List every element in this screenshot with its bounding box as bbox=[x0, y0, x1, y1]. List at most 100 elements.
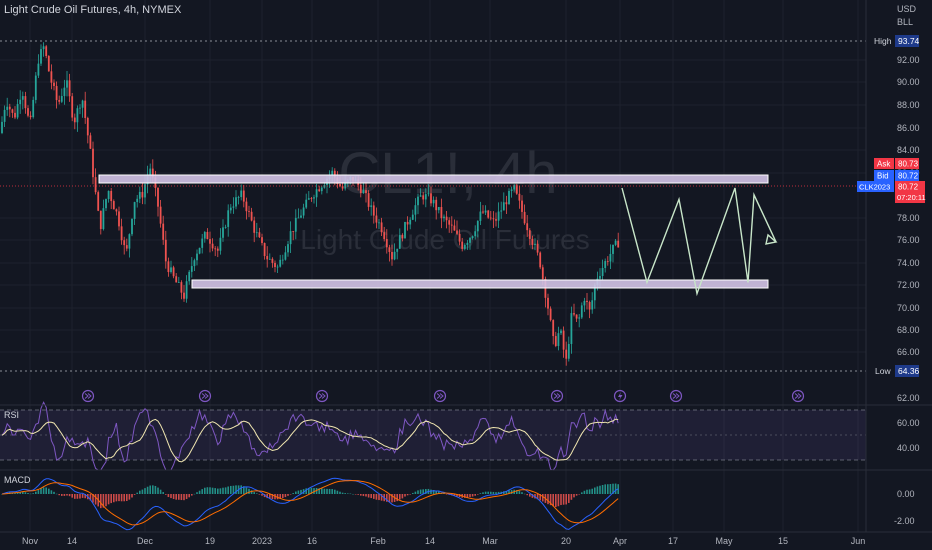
candle-body bbox=[211, 243, 214, 249]
candle-body bbox=[547, 297, 549, 309]
candle-body bbox=[92, 148, 94, 178]
macd-histogram-bar bbox=[568, 494, 570, 503]
fast-forward-circle-icon[interactable] bbox=[791, 389, 805, 403]
macd-histogram-bar bbox=[375, 494, 378, 500]
candle-body bbox=[196, 253, 198, 261]
macd-axis[interactable]: 0.00 -2.00 bbox=[894, 489, 915, 526]
macd-histogram-bar bbox=[432, 490, 435, 494]
fast-forward-glyph bbox=[672, 393, 680, 399]
macd-histogram-bar bbox=[438, 491, 440, 494]
macd-histogram-bar bbox=[477, 494, 479, 495]
candle-body bbox=[554, 336, 557, 346]
macd-histogram-bar bbox=[276, 494, 279, 500]
time-axis[interactable]: Nov 14 Dec 19 2023 16 Feb 14 Mar 20 Apr 17 May 15 Jun bbox=[22, 536, 865, 546]
candle-body bbox=[471, 236, 474, 239]
resistance-zone[interactable] bbox=[98, 174, 769, 184]
candle-body bbox=[302, 207, 305, 216]
macd-histogram-bar bbox=[191, 494, 193, 496]
time-tick-label: 20 bbox=[561, 536, 571, 546]
macd-histogram-bar bbox=[193, 493, 196, 495]
projection-path[interactable] bbox=[621, 187, 777, 297]
fast-forward-circle-icon[interactable] bbox=[81, 389, 95, 403]
candle-body bbox=[502, 202, 505, 211]
macd-histogram-bar bbox=[315, 487, 318, 494]
candle-body bbox=[198, 247, 201, 254]
candle-body bbox=[133, 202, 136, 219]
macd-histogram-bar bbox=[352, 493, 354, 495]
candle-body bbox=[388, 247, 391, 252]
candle-body bbox=[450, 224, 453, 226]
macd-histogram-bar bbox=[40, 488, 42, 494]
candle-body bbox=[536, 243, 539, 253]
macd-histogram-bar bbox=[149, 485, 151, 494]
macd-histogram-bar bbox=[323, 488, 326, 494]
fast-forward-circle-icon[interactable] bbox=[315, 389, 329, 403]
lightning-circle-icon[interactable] bbox=[613, 389, 627, 403]
macd-histogram-bar bbox=[318, 488, 320, 494]
macd-histogram-bar bbox=[185, 494, 188, 499]
candle-body bbox=[474, 231, 477, 237]
candle-body bbox=[34, 75, 37, 100]
candle-body bbox=[372, 205, 375, 216]
macd-histogram-bar bbox=[92, 494, 94, 503]
candle-body bbox=[466, 242, 469, 245]
low-badge-value: 64.36 bbox=[898, 366, 920, 376]
macd-histogram-bar bbox=[102, 494, 105, 508]
candle-body bbox=[151, 168, 154, 178]
macd-histogram-bar bbox=[607, 484, 609, 494]
time-tick-label: Dec bbox=[137, 536, 154, 546]
macd-histogram-bar bbox=[409, 494, 411, 495]
fast-forward-circle-icon[interactable] bbox=[198, 389, 212, 403]
macd-histogram-bar bbox=[308, 487, 310, 494]
macd-histogram-bar bbox=[178, 494, 180, 500]
candle-body bbox=[237, 197, 240, 198]
support-zone[interactable] bbox=[191, 279, 769, 289]
candle-body bbox=[42, 46, 45, 50]
macd-histogram-bar bbox=[269, 494, 271, 499]
macd-histogram-bar bbox=[365, 494, 367, 497]
price-tick-label: 78.00 bbox=[897, 213, 920, 223]
candle-body bbox=[16, 104, 19, 118]
candle-body bbox=[315, 189, 318, 198]
event-markers[interactable] bbox=[81, 389, 805, 403]
price-tick-label: 88.00 bbox=[897, 100, 920, 110]
macd-histogram-bar bbox=[162, 492, 164, 494]
candle-body bbox=[391, 251, 393, 260]
macd-line bbox=[1, 477, 619, 531]
low-badge: Low 64.36 bbox=[870, 365, 920, 377]
candle-body bbox=[367, 193, 370, 207]
macd-histogram-bar bbox=[48, 488, 50, 494]
macd-histogram-bar bbox=[573, 494, 575, 498]
fast-forward-circle-icon[interactable] bbox=[669, 389, 683, 403]
candle-body bbox=[268, 258, 271, 260]
gridlines bbox=[0, 0, 866, 532]
macd-histogram-bar bbox=[271, 494, 274, 500]
candle-body bbox=[21, 96, 24, 100]
candle-body bbox=[157, 187, 159, 207]
macd-histogram-bar bbox=[588, 489, 591, 494]
candle-body bbox=[586, 300, 588, 303]
candle-body bbox=[484, 210, 487, 213]
price-axis[interactable]: 92.0090.0088.0086.0084.0082.0078.0076.00… bbox=[897, 55, 920, 357]
candle-body bbox=[318, 189, 321, 192]
fast-forward-circle-icon[interactable] bbox=[550, 389, 564, 403]
macd-histogram-bar bbox=[479, 493, 482, 494]
candle-body bbox=[32, 99, 35, 118]
event-marker-ring bbox=[81, 389, 95, 403]
macd-histogram-bar bbox=[172, 494, 175, 500]
candle-body bbox=[73, 117, 76, 123]
candle-body bbox=[229, 207, 232, 211]
macd-histogram-bar bbox=[328, 488, 331, 494]
candle-body bbox=[162, 223, 165, 240]
candle-body bbox=[599, 276, 601, 279]
candle-body bbox=[68, 80, 71, 97]
rsi-axis[interactable]: 62.00 60.00 40.00 bbox=[897, 393, 920, 453]
candle-body bbox=[521, 200, 523, 212]
macd-histogram-bar bbox=[209, 487, 211, 494]
fast-forward-circle-icon[interactable] bbox=[433, 389, 447, 403]
time-tick-label: 19 bbox=[205, 536, 215, 546]
candle-body bbox=[370, 205, 373, 207]
candle-body bbox=[292, 231, 295, 232]
candle-body bbox=[149, 168, 152, 176]
